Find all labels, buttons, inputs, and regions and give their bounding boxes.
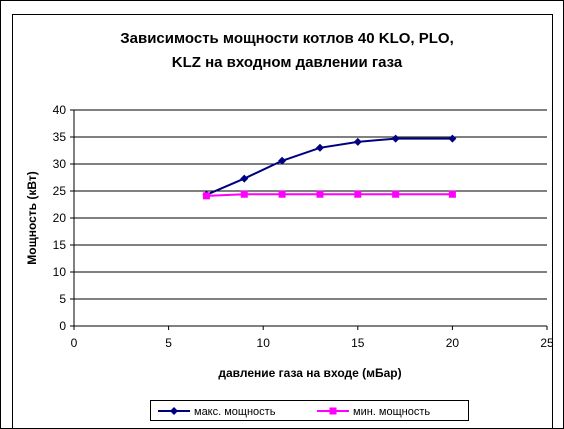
legend-items: макс. мощность мин. мощность bbox=[158, 406, 430, 418]
data-point bbox=[240, 174, 249, 183]
x-tick-labels: 0 5 10 15 20 25 bbox=[71, 326, 554, 350]
chart-title-line-1: Зависимость мощности котлов 40 KLO, PLO, bbox=[120, 30, 454, 47]
x-tick-label: 20 bbox=[446, 336, 460, 350]
x-tick-label: 15 bbox=[351, 336, 365, 350]
legend-box bbox=[150, 400, 469, 421]
y-tick-label: 10 bbox=[53, 265, 67, 279]
y-tick-label: 20 bbox=[53, 211, 67, 225]
legend-label: макс. мощность bbox=[194, 406, 276, 418]
legend-label: мин. мощность bbox=[353, 406, 430, 418]
data-point bbox=[391, 134, 400, 143]
y-tick-label: 35 bbox=[53, 130, 67, 144]
series-2 bbox=[202, 190, 456, 200]
data-point bbox=[316, 190, 324, 198]
data-point bbox=[353, 137, 362, 146]
y-tick-label: 5 bbox=[59, 292, 66, 306]
legend-swatch-marker bbox=[170, 407, 178, 415]
y-tick-label: 25 bbox=[53, 184, 67, 198]
data-point bbox=[392, 190, 400, 198]
gridlines bbox=[74, 109, 547, 300]
x-tick-label: 10 bbox=[257, 336, 271, 350]
data-point bbox=[240, 190, 248, 198]
data-point bbox=[278, 190, 286, 198]
data-point bbox=[315, 143, 324, 152]
legend: макс. мощность мин. мощность bbox=[150, 400, 469, 421]
y-tick-labels: 0 5 10 15 20 25 30 35 40 bbox=[53, 103, 74, 333]
y-tick-label: 30 bbox=[53, 157, 67, 171]
data-point bbox=[448, 190, 456, 198]
x-tick-label: 5 bbox=[165, 336, 172, 350]
x-tick-label: 25 bbox=[540, 336, 554, 350]
chart-title-line-2: KLZ на входном давлении газа bbox=[172, 54, 403, 71]
y-tick-label: 40 bbox=[53, 103, 67, 117]
y-tick-label: 15 bbox=[53, 238, 67, 252]
y-axis-label: Мощность (кВт) bbox=[25, 171, 39, 265]
y-tick-label: 0 bbox=[59, 319, 66, 333]
x-axis-label: давление газа на входе (мБар) bbox=[218, 366, 401, 380]
x-tick-label: 0 bbox=[71, 336, 78, 350]
data-point bbox=[202, 192, 210, 200]
data-point bbox=[448, 134, 457, 143]
series-layer bbox=[202, 134, 457, 200]
legend-swatch-marker bbox=[329, 407, 337, 415]
data-point bbox=[278, 156, 287, 165]
series-1 bbox=[202, 134, 457, 199]
data-point bbox=[354, 190, 362, 198]
